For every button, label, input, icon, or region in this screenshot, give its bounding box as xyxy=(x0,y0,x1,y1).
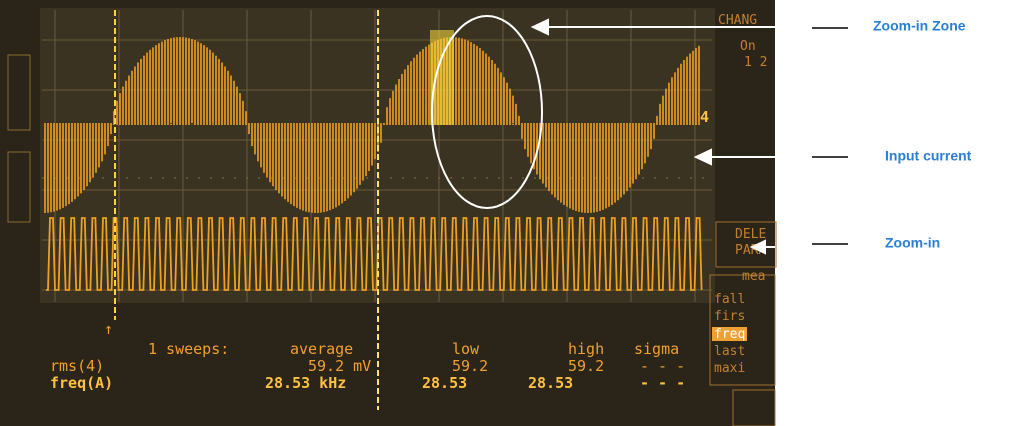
trigger-arrow: ↑ xyxy=(104,320,113,338)
scene: ↑ 4 1 sweeps: average low high sigma rms… xyxy=(0,0,1023,426)
menu-text: 1 2 xyxy=(744,55,767,70)
readout-header: sigma xyxy=(634,340,679,358)
menu-text: DELE xyxy=(735,227,766,242)
readout-header: high xyxy=(568,340,604,358)
readout-header: 1 sweeps: xyxy=(148,340,229,358)
readout-label: rms(4) xyxy=(50,357,104,375)
annotation: Input current xyxy=(885,148,972,164)
channel-marker: 4 xyxy=(700,108,709,126)
readout-label: freq(A) xyxy=(50,374,113,392)
readout-value: 59.2 mV xyxy=(308,357,371,375)
menu-item: last xyxy=(714,344,745,359)
readout-value: - - - xyxy=(640,374,685,392)
readout-value: 28.53 kHz xyxy=(265,374,346,392)
zoom-highlight xyxy=(430,30,454,125)
menu-text: mea xyxy=(742,269,765,284)
readout-value: 59.2 xyxy=(568,357,604,375)
menu-item: fall xyxy=(714,292,745,307)
readout-header: low xyxy=(452,340,480,358)
menu-item: freq xyxy=(714,327,745,342)
menu-text: On xyxy=(740,39,756,54)
annotation: Zoom-in xyxy=(885,235,940,251)
readout-header: average xyxy=(290,340,353,358)
screenshot: ↑ 4 1 sweeps: average low high sigma rms… xyxy=(0,0,1023,426)
readout-value: - - - xyxy=(640,357,685,375)
menu-item: maxi xyxy=(714,361,745,376)
readout-value: 28.53 xyxy=(528,374,573,392)
readout-value: 28.53 xyxy=(422,374,467,392)
readout-value: 59.2 xyxy=(452,357,488,375)
menu-item: firs xyxy=(714,309,745,324)
annotation: Zoom-in Zone xyxy=(873,18,966,34)
menu-text: CHANG xyxy=(718,13,757,28)
